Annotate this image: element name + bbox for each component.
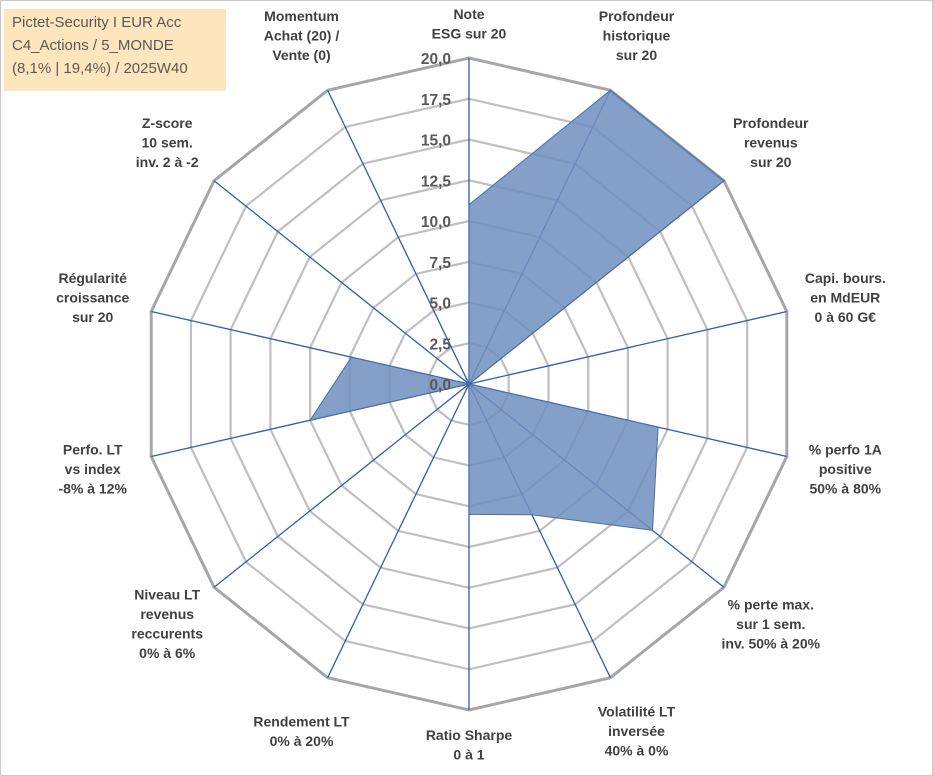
category-label-line: 0% à 6% (139, 645, 196, 661)
category-label: % perte max. sur 1 sem. inv. 50% à 20% (722, 596, 821, 651)
category-label-line: Capi. bours. (805, 270, 886, 286)
category-label: Note ESG sur 20 (432, 6, 507, 42)
data-point (468, 203, 470, 206)
category-label-line: en MdEUR (810, 289, 880, 305)
category-label-line: ESG sur 20 (432, 26, 507, 42)
radial-tick-label: 15,0 (421, 133, 451, 150)
category-labels: Note ESG sur 20 Profondeur historique sur 20… (56, 6, 886, 763)
category-label-line: sur 20 (72, 309, 113, 325)
category-label-line: Momentum (264, 8, 339, 24)
category-label-line: 0 à 60 G€ (815, 309, 877, 325)
fund-category: C4_Actions / 5_MONDE (12, 37, 174, 54)
category-label: Z-score 10 sem. inv. 2 à -2 (136, 115, 199, 170)
category-label-line: sur 20 (750, 154, 791, 170)
category-label-line: inversée (608, 723, 665, 739)
category-label-line: Niveau LT (134, 587, 200, 603)
data-point (651, 529, 654, 532)
category-label-line: Vente (0) (272, 47, 330, 63)
radial-tick-label: 2,5 (429, 336, 451, 353)
category-label-line: Perfo. LT (63, 442, 123, 458)
spoke-line (327, 383, 470, 678)
category-label-line: reccurents (131, 626, 203, 642)
radial-tick-label: 17,5 (421, 92, 452, 109)
category-label-line: positive (819, 461, 872, 477)
category-label: Perfo. LT vs index -8% à 12% (58, 442, 127, 497)
spoke-line (213, 383, 470, 588)
radial-tick-label: 0,0 (429, 377, 451, 394)
category-label: Ratio Sharpe 0 à 1 (426, 727, 513, 763)
category-label: Capi. bours. en MdEUR 0 à 60 G€ (805, 270, 886, 325)
category-label-line: sur 1 sem. (736, 616, 805, 632)
category-label-line: % perte max. (728, 596, 814, 612)
category-label: % perfo 1A positive 50% à 80% (809, 442, 882, 497)
category-label-line: sur 20 (616, 47, 657, 63)
category-label-line: -8% à 12% (58, 481, 127, 497)
category-label-line: Ratio Sharpe (426, 727, 513, 743)
category-label-line: revenus (744, 135, 798, 151)
radar-series (309, 89, 725, 532)
category-label-line: Rendement LT (253, 713, 350, 729)
category-label-line: Achat (20) / (264, 28, 340, 44)
radial-tick-label: 10,0 (421, 214, 451, 231)
category-label-line: Profondeur (733, 115, 809, 131)
radial-tick-label: 12,5 (421, 173, 452, 190)
data-point (468, 513, 470, 516)
category-label-line: inv. 50% à 20% (722, 635, 821, 651)
data-point (309, 419, 311, 422)
category-label-line: Profondeur (599, 8, 675, 24)
radial-tick-label: 20,0 (421, 51, 451, 68)
radial-tick-label: 7,5 (429, 255, 451, 272)
category-label-line: Z-score (142, 115, 193, 131)
radial-tick-label: 5,0 (429, 296, 451, 313)
category-label-line: inv. 2 à -2 (136, 154, 199, 170)
category-label: Profondeur revenus sur 20 (733, 115, 809, 170)
category-label-line: 0 à 1 (453, 747, 484, 763)
spoke-line (468, 310, 787, 385)
category-label: Niveau LT revenus reccurents 0% à 6% (131, 587, 203, 662)
category-label-line: Note (453, 6, 484, 22)
data-point (350, 356, 353, 359)
category-label-line: historique (603, 28, 671, 44)
data-point (609, 89, 612, 92)
category-label-line: 40% à 0% (605, 743, 669, 759)
category-label-line: vs index (65, 461, 121, 477)
category-label-line: 10 sem. (142, 135, 193, 151)
data-point (468, 383, 470, 385)
category-label: Profondeur historique sur 20 (599, 8, 675, 63)
category-label: Volatilité LT inversée 40% à 0% (598, 704, 676, 759)
fund-stats-week: (8,1% | 19,4%) / 2025W40 (12, 60, 188, 77)
spoke-line (213, 180, 470, 385)
data-point (657, 426, 659, 429)
category-label: Rendement LT 0% à 20% (253, 713, 350, 749)
data-point (531, 513, 533, 516)
category-label-line: 50% à 80% (809, 481, 881, 497)
spoke-line (327, 90, 470, 385)
radial-tick-labels: 0,0 2,5 5,0 7,5 10,0 12,5 15,0 17,5 20,0 (421, 51, 452, 394)
category-label: Régularité croissance sur 20 (56, 270, 129, 325)
category-label-line: 0% à 20% (270, 733, 334, 749)
fund-title: Pictet-Security I EUR Acc (12, 14, 182, 31)
category-label-line: Volatilité LT (598, 704, 676, 720)
fund-title-box: Pictet-Security I EUR Acc C4_Actions / 5… (4, 9, 226, 91)
data-point (723, 179, 725, 182)
category-label: Momentum Achat (20) / Vente (0) (264, 8, 340, 63)
category-label-line: revenus (140, 606, 194, 622)
category-label-line: croissance (56, 289, 129, 305)
category-label-line: % perfo 1A (809, 442, 882, 458)
category-label-line: Régularité (58, 270, 127, 286)
